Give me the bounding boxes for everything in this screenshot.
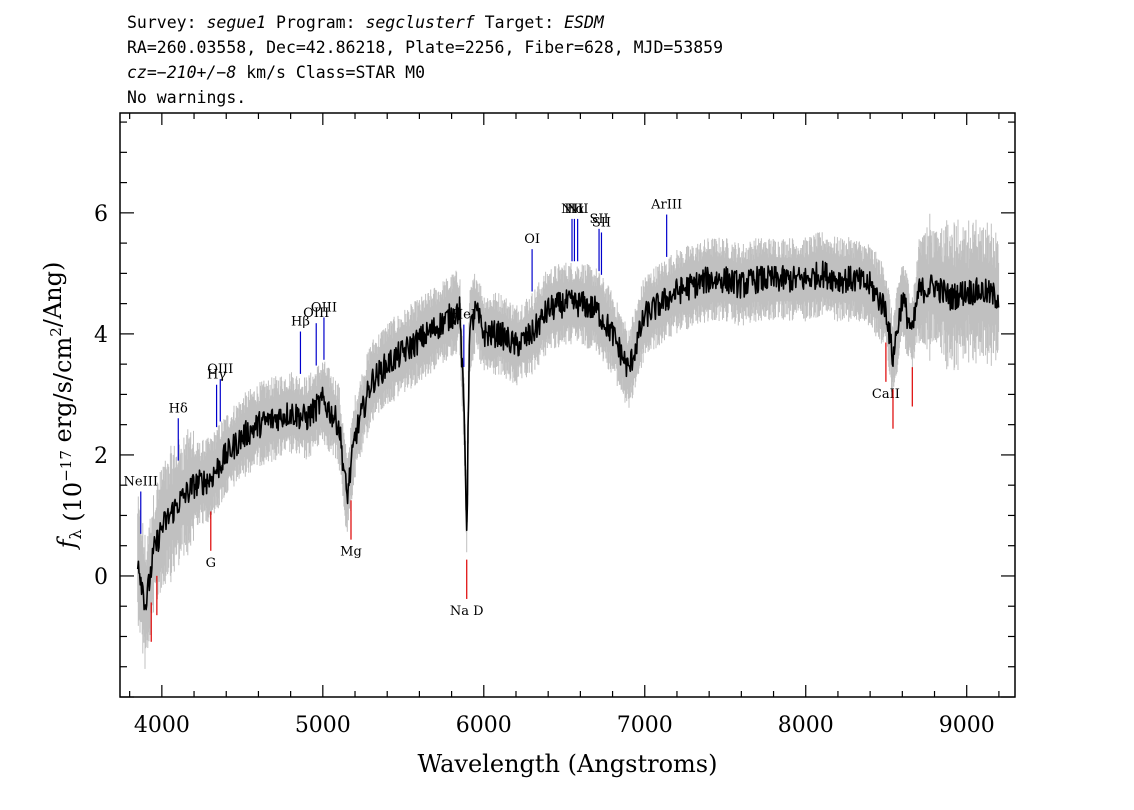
redshift-value: cz=−210+/−8 (127, 63, 237, 82)
x-tick-label: 6000 (456, 713, 512, 738)
y-axis-title: fλ (10−17 erg/s/cm2/Ang) (39, 262, 87, 551)
x-axis-title: Wavelength (Angstroms) (418, 750, 718, 778)
absorption-line-label: G (206, 556, 216, 571)
program-value: segclusterf (365, 13, 475, 32)
spectrum-header: Survey: segue1 Program: segclusterf Targ… (127, 10, 723, 110)
x-tick-label: 5000 (295, 713, 351, 738)
emission-line-label: HeI (452, 308, 476, 323)
header-line-coordinates: RA=260.03558, Dec=42.86218, Plate=2256, … (127, 38, 724, 57)
emission-line-label: NII (561, 202, 583, 217)
emission-line-label: OI (524, 232, 540, 247)
survey-label: Survey: (127, 13, 207, 32)
x-tick-label: 7000 (617, 713, 673, 738)
plot-axes: 4000 5000 6000 7000 8000 9000 0 2 4 6 (94, 112, 1016, 738)
emission-line-label: OIII (311, 300, 337, 315)
x-tick-label: 4000 (134, 713, 190, 738)
emission-line-label: Hα (564, 202, 584, 217)
absorption-line-label: Mg (340, 545, 362, 560)
header-line-redshift: cz=−210+/−8 km/s Class=STAR M0 (127, 60, 723, 85)
y-tick-label: 4 (94, 323, 108, 348)
emission-line-label: OIII (207, 362, 233, 377)
emission-line-label: NeIII (124, 474, 158, 489)
emission-line-label: SII (589, 212, 608, 227)
absorption-line-label: Na D (450, 604, 484, 619)
y-tick-label: 6 (94, 202, 108, 227)
emission-line-label: Hγ (207, 368, 226, 383)
emission-line-label: SII (592, 215, 611, 230)
y-tick-label: 0 (94, 565, 108, 590)
target-label: Target: (474, 13, 565, 32)
emission-line-label: Hδ (169, 401, 188, 416)
y-tick-label: 2 (94, 444, 108, 469)
x-tick-label: 9000 (939, 713, 995, 738)
program-label: Program: (266, 13, 366, 32)
flux-line (136, 260, 1000, 611)
emission-line-label: ArIII (650, 198, 682, 213)
absorption-line-label: CaII (872, 387, 900, 402)
header-line-survey: Survey: segue1 Program: segclusterf Targ… (127, 10, 723, 35)
x-tick-label: 8000 (778, 713, 834, 738)
class-info: km/s Class=STAR M0 (236, 63, 426, 82)
plot-frame (119, 112, 1016, 698)
target-value: ESDM (564, 13, 604, 32)
emission-line-label: OIII (303, 306, 329, 321)
emission-line-label: Hβ (291, 315, 310, 330)
flux-series (136, 260, 1000, 611)
emission-line-label: NII (567, 202, 589, 217)
survey-value: segue1 (206, 13, 267, 32)
header-line-warnings: No warnings. (127, 88, 247, 107)
